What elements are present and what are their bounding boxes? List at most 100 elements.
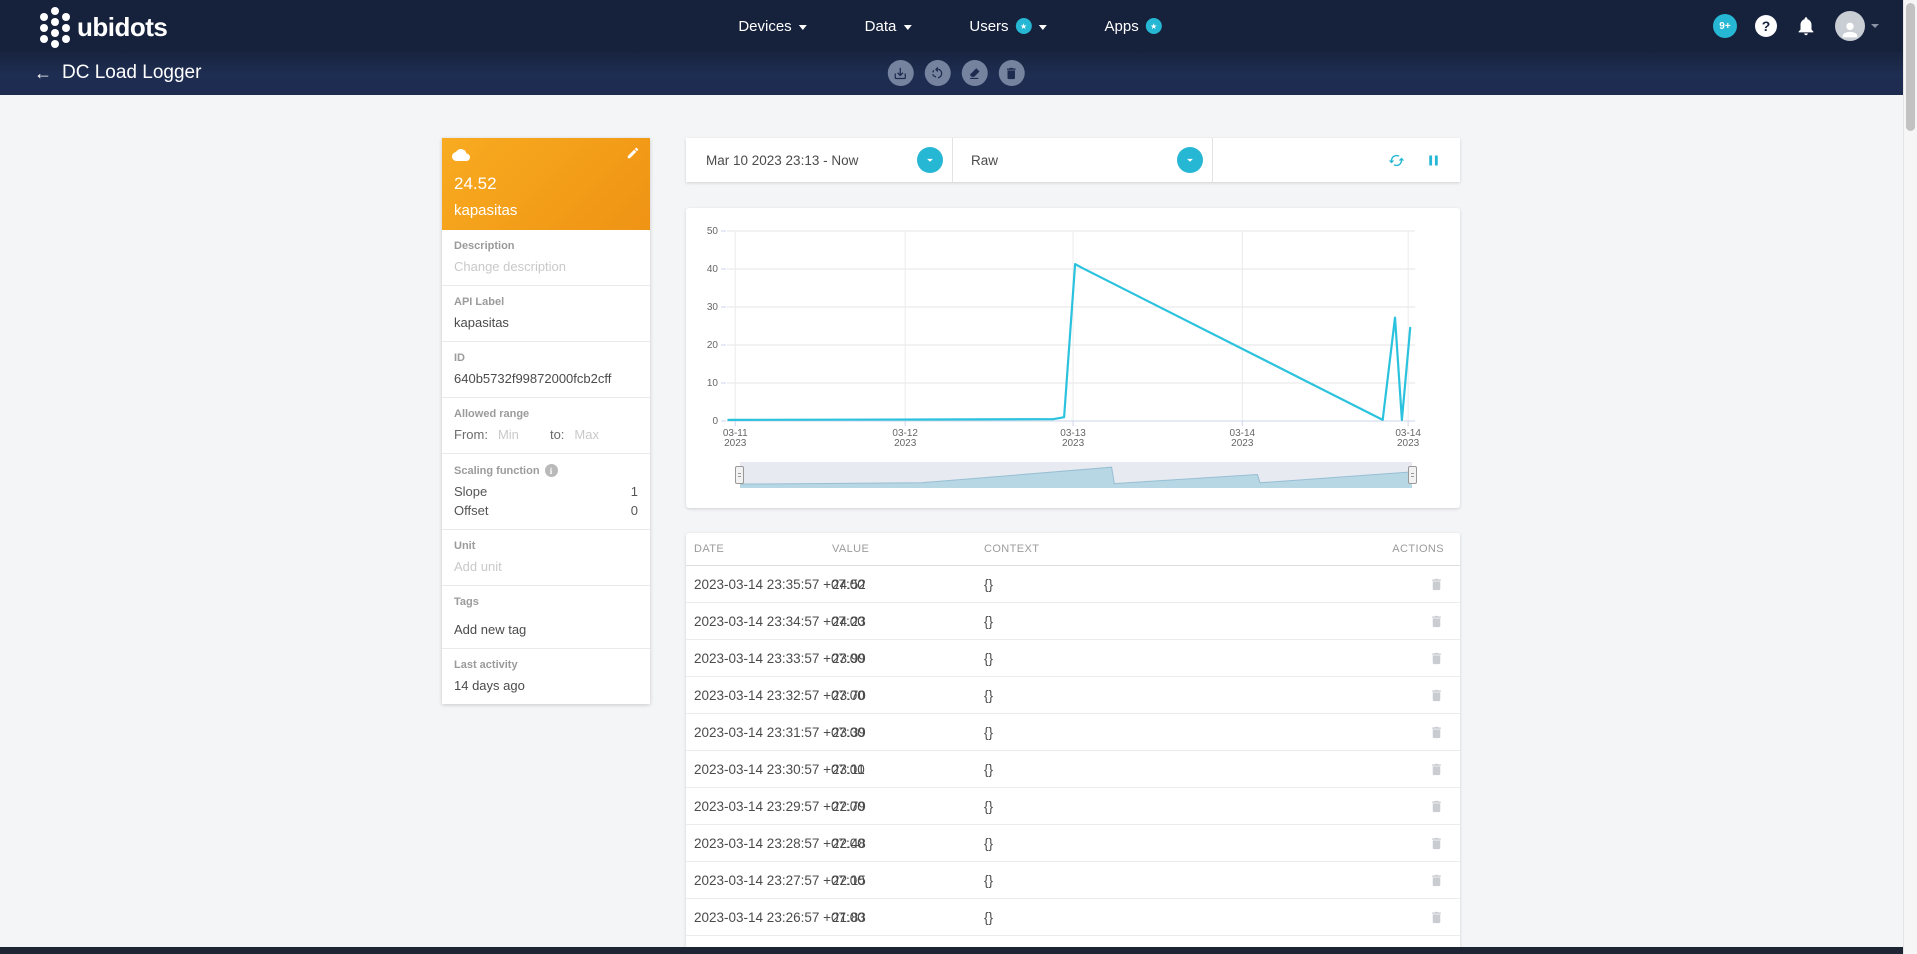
description-label: Description xyxy=(454,240,515,252)
delete-dot-icon[interactable] xyxy=(1429,577,1444,592)
unit-input[interactable]: Add unit xyxy=(454,559,502,574)
svg-text:03-11: 03-11 xyxy=(723,428,748,439)
add-tag-input[interactable]: Add new tag xyxy=(454,622,527,637)
info-icon[interactable]: i xyxy=(544,464,558,477)
svg-text:20: 20 xyxy=(707,340,719,351)
eraser-icon xyxy=(969,67,980,79)
refresh-icon[interactable] xyxy=(1388,152,1405,169)
edit-pencil-icon[interactable] xyxy=(626,146,640,160)
date-range-selector[interactable]: Mar 10 2023 23:13 - Now xyxy=(686,138,953,182)
delete-dot-icon[interactable] xyxy=(1429,836,1444,851)
row-value: 24.23 xyxy=(832,613,866,629)
chevron-down-icon xyxy=(1871,24,1879,28)
column-header-value: VALUE xyxy=(832,543,870,555)
page-title: DC Load Logger xyxy=(62,62,202,83)
delete-dot-icon[interactable] xyxy=(1429,873,1444,888)
bottom-footer-strip xyxy=(0,947,1917,954)
svg-text:0: 0 xyxy=(712,416,718,427)
chart-navigator[interactable] xyxy=(735,462,1417,488)
svg-text:2023: 2023 xyxy=(1231,438,1254,449)
variable-card-header: 24.52 kapasitas xyxy=(442,138,650,230)
api-label-label: API Label xyxy=(454,296,505,308)
row-context: {} xyxy=(984,724,994,740)
row-value: 24.52 xyxy=(832,576,866,592)
row-context: {} xyxy=(984,835,994,851)
navigator-left-handle[interactable] xyxy=(735,466,744,484)
slope-value[interactable]: 1 xyxy=(630,484,638,499)
delete-dot-icon[interactable] xyxy=(1429,762,1444,777)
delete-variable-button[interactable] xyxy=(998,60,1025,86)
table-row: 2023-03-14 23:27:57 +07:00 22.15 {} xyxy=(686,862,1460,899)
description-section: Description Change description xyxy=(442,230,650,286)
row-value: 22.48 xyxy=(832,835,866,851)
max-input[interactable]: Max xyxy=(574,427,599,442)
delete-dot-icon[interactable] xyxy=(1429,614,1444,629)
svg-text:40: 40 xyxy=(707,264,719,275)
back-arrow-icon[interactable]: ← xyxy=(34,62,52,83)
row-value: 23.39 xyxy=(832,724,866,740)
min-input[interactable]: Min xyxy=(497,427,519,442)
id-label: ID xyxy=(454,352,465,364)
chevron-down-icon xyxy=(1187,158,1193,162)
page-scrollbar[interactable] xyxy=(1903,0,1917,954)
undo-button[interactable] xyxy=(924,60,951,86)
aggregation-dropdown-button[interactable] xyxy=(1177,147,1203,173)
menu-apps-label: Apps xyxy=(1104,17,1139,35)
row-context: {} xyxy=(984,687,994,703)
values-table-header: DATE VALUE CONTEXT ACTIONS xyxy=(686,533,1460,566)
column-header-context: CONTEXT xyxy=(984,543,1040,555)
id-value: 640b5732f99872000fcb2cff xyxy=(454,371,612,386)
row-value: 23.11 xyxy=(832,761,865,777)
menu-devices-label: Devices xyxy=(738,17,792,35)
pause-icon[interactable] xyxy=(1425,152,1442,169)
notifications-bell-icon[interactable] xyxy=(1795,15,1817,37)
allowed-range-section: Allowed range From: Min to: Max xyxy=(442,398,650,454)
row-context: {} xyxy=(984,872,994,888)
top-navbar: ubidots Devices Data Users ★ Apps ★ 9+ ? xyxy=(0,0,1917,52)
delete-dot-icon[interactable] xyxy=(1429,910,1444,925)
svg-text:30: 30 xyxy=(707,302,719,313)
row-value: 23.70 xyxy=(832,687,866,703)
delete-dot-icon[interactable] xyxy=(1429,688,1444,703)
menu-data[interactable]: Data xyxy=(865,18,912,35)
chevron-down-icon xyxy=(798,24,807,30)
menu-devices[interactable]: Devices xyxy=(738,17,807,35)
unit-label: Unit xyxy=(454,540,476,552)
row-context: {} xyxy=(984,576,994,592)
row-context: {} xyxy=(984,613,994,629)
navigator-right-handle[interactable] xyxy=(1408,466,1417,484)
aggregation-value: Raw xyxy=(971,152,999,168)
row-date: 2023-03-14 23:29:57 +07:00 xyxy=(694,798,865,814)
device-subheader: ← DC Load Logger xyxy=(0,52,1917,95)
description-input[interactable]: Change description xyxy=(454,259,567,274)
menu-users[interactable]: Users ★ xyxy=(969,17,1047,35)
svg-text:2023: 2023 xyxy=(724,438,747,449)
api-label-value[interactable]: kapasitas xyxy=(454,315,509,330)
aggregation-selector[interactable]: Raw xyxy=(953,138,1213,182)
menu-users-label: Users xyxy=(969,17,1009,35)
delete-dot-icon[interactable] xyxy=(1429,651,1444,666)
offset-value[interactable]: 0 xyxy=(630,503,638,518)
user-menu[interactable] xyxy=(1835,11,1879,41)
table-row: 2023-03-14 23:33:57 +07:00 23.99 {} xyxy=(686,640,1460,677)
column-header-actions: ACTIONS xyxy=(1392,543,1444,555)
table-row: 2023-03-14 23:30:57 +07:00 23.11 {} xyxy=(686,751,1460,788)
help-icon[interactable]: ? xyxy=(1755,15,1777,37)
svg-text:03-14: 03-14 xyxy=(1395,428,1421,439)
credits-badge[interactable]: 9+ xyxy=(1713,14,1737,38)
row-date: 2023-03-14 23:27:57 +07:00 xyxy=(694,872,865,888)
main-menu: Devices Data Users ★ Apps ★ xyxy=(738,0,1162,52)
delete-dot-icon[interactable] xyxy=(1429,725,1444,740)
line-chart-svg[interactable]: 0102030405003-11202303-12202303-13202303… xyxy=(686,208,1460,455)
date-range-dropdown-button[interactable] xyxy=(917,147,943,173)
svg-text:10: 10 xyxy=(707,378,719,389)
ubidots-logo[interactable]: ubidots xyxy=(40,7,168,48)
menu-apps[interactable]: Apps ★ xyxy=(1105,18,1162,35)
clean-data-button[interactable] xyxy=(961,60,988,86)
avatar xyxy=(1835,11,1865,41)
last-activity-section: Last activity 14 days ago xyxy=(442,649,650,704)
download-button[interactable] xyxy=(887,60,914,86)
delete-dot-icon[interactable] xyxy=(1429,799,1444,814)
scrollbar-thumb[interactable] xyxy=(1906,3,1915,131)
trash-icon xyxy=(1006,67,1016,79)
